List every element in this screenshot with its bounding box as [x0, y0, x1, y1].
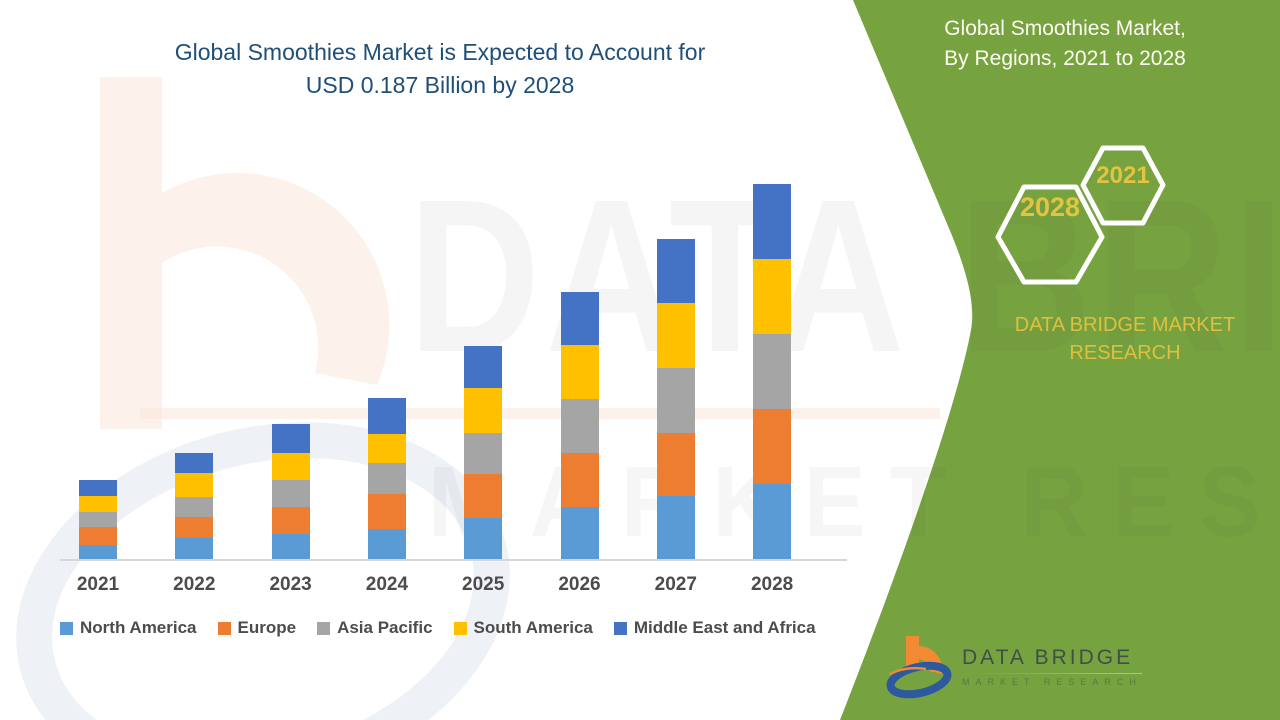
data-bridge-b-watermark-icon [100, 77, 390, 429]
bar-segment-2026-europe [560, 453, 599, 507]
bar-segment-2024-north-america [367, 529, 406, 559]
stacked-bar-2024 [367, 398, 406, 559]
footer-logo-name: DATA BRIDGE [962, 645, 1134, 669]
bar-segment-2025-asia-pacific [464, 433, 503, 474]
bar-segment-2023-asia-pacific [271, 480, 310, 507]
brand-text-line2: RESEARCH [1069, 342, 1181, 364]
stacked-bar-2025 [464, 346, 503, 559]
bar-segment-2028-south-america [753, 259, 792, 334]
stacked-bar-2027 [656, 239, 695, 559]
footer-logo-tagline: MARKET RESEARCH [962, 676, 1142, 687]
side-panel-title-line2: By Regions, 2021 to 2028 [944, 47, 1186, 70]
legend-swatch-icon [613, 621, 627, 635]
legend-item-north-america: North America [60, 618, 197, 638]
chart-title: Global Smoothies Market is Expected to A… [140, 36, 740, 102]
bar-segment-2022-europe [175, 517, 214, 538]
bar-segment-2027-south-america [656, 303, 695, 368]
legend-swatch-icon [217, 621, 231, 635]
bar-segment-2023-middle-east-and-africa [271, 424, 310, 453]
stacked-bar-2021 [79, 480, 117, 559]
bar-segment-2024-europe [367, 494, 406, 529]
bar-segment-2021-north-america [79, 545, 117, 559]
bar-segment-2026-middle-east-and-africa [560, 292, 599, 345]
bar-segment-2026-south-america [560, 345, 599, 399]
bar-segment-2022-asia-pacific [175, 497, 214, 517]
x-axis-label-2023: 2023 [269, 574, 312, 595]
side-panel-title-line1: Global Smoothies Market, [944, 17, 1186, 40]
x-axis-label-2028: 2028 [750, 574, 794, 595]
bar-segment-2028-europe [753, 409, 792, 484]
bar-segment-2023-europe [271, 507, 310, 534]
legend-item-europe: Europe [217, 618, 297, 638]
bar-segment-2027-middle-east-and-africa [656, 239, 695, 303]
bar-segment-2025-middle-east-and-africa [464, 346, 503, 388]
bar-segment-2024-south-america [367, 434, 406, 463]
hexagon-2028-label: 2028 [1019, 192, 1081, 222]
legend-label: Europe [237, 618, 297, 637]
bar-segment-2024-asia-pacific [367, 463, 406, 494]
bar-segment-2025-europe [464, 474, 503, 518]
hexagon-badges: 2028 2021 [985, 140, 1205, 300]
footer-logo-b-icon [886, 636, 952, 699]
x-axis-line [60, 559, 847, 561]
bar-segment-2028-north-america [753, 484, 792, 559]
bar-segment-2026-asia-pacific [560, 399, 599, 453]
bar-segment-2026-north-america [560, 507, 599, 559]
footer-logo: DATA BRIDGE MARKET RESEARCH [886, 632, 1142, 700]
legend-item-middle-east-and-africa: Middle East and Africa [613, 618, 816, 638]
legend-swatch-icon [453, 621, 467, 635]
brand-text: DATA BRIDGE MARKET RESEARCH [985, 311, 1265, 367]
stacked-bar-2022 [175, 453, 214, 559]
bar-segment-2021-south-america [79, 496, 117, 512]
hexagon-2021-icon [1080, 145, 1166, 226]
stacked-bar-2023 [271, 424, 310, 559]
bar-segment-2028-asia-pacific [753, 334, 792, 409]
brand-text-line1: DATA BRIDGE MARKET [1014, 314, 1236, 336]
bar-segment-2025-south-america [464, 388, 503, 433]
legend-label: Middle East and Africa [633, 618, 816, 637]
legend-swatch-icon [317, 621, 331, 635]
chart-title-line1: Global Smoothies Market is Expected to A… [174, 39, 706, 65]
footer-logo-divider [962, 672, 1142, 674]
chart-legend: North America Europe Asia Pacific South Ame… [60, 618, 850, 638]
bar-segment-2025-north-america [464, 518, 503, 559]
bar-segment-2027-asia-pacific [656, 368, 695, 433]
legend-label: North America [80, 618, 197, 637]
bar-segment-2021-europe [79, 527, 117, 545]
side-panel-title: Global Smoothies Market, By Regions, 202… [915, 14, 1215, 74]
legend-label: South America [473, 618, 593, 637]
x-axis-label-2026: 2026 [558, 574, 601, 595]
x-axis-label-2025: 2025 [462, 574, 505, 595]
legend-label: Asia Pacific [337, 618, 433, 637]
hexagon-2028-icon [995, 184, 1105, 285]
bar-segment-2023-north-america [271, 534, 310, 559]
x-axis-label-2022: 2022 [173, 574, 216, 595]
bar-segment-2022-middle-east-and-africa [175, 453, 214, 473]
bar-segment-2022-north-america [175, 538, 214, 559]
bar-segment-2024-middle-east-and-africa [367, 398, 406, 434]
bar-segment-2028-middle-east-and-africa [753, 184, 792, 259]
stacked-bar-2026 [560, 292, 599, 559]
bar-segment-2021-middle-east-and-africa [79, 480, 117, 496]
x-axis-label-2024: 2024 [365, 574, 409, 595]
watermark-stripe [140, 408, 940, 419]
x-axis-label-2027: 2027 [654, 574, 697, 595]
bar-segment-2021-asia-pacific [79, 512, 117, 527]
stacked-bar-2028 [753, 184, 792, 559]
chart-title-line2: USD 0.187 Billion by 2028 [305, 72, 575, 98]
bar-segment-2027-europe [656, 433, 695, 496]
x-axis-label-2021: 2021 [76, 574, 120, 595]
legend-item-south-america: South America [453, 618, 593, 638]
legend-swatch-icon [60, 621, 73, 635]
bar-segment-2022-south-america [175, 473, 214, 497]
legend-item-asia-pacific: Asia Pacific [317, 618, 433, 638]
bar-segment-2023-south-america [271, 453, 310, 480]
hexagon-2021-label: 2021 [1096, 162, 1150, 189]
bar-segment-2027-north-america [656, 496, 695, 559]
